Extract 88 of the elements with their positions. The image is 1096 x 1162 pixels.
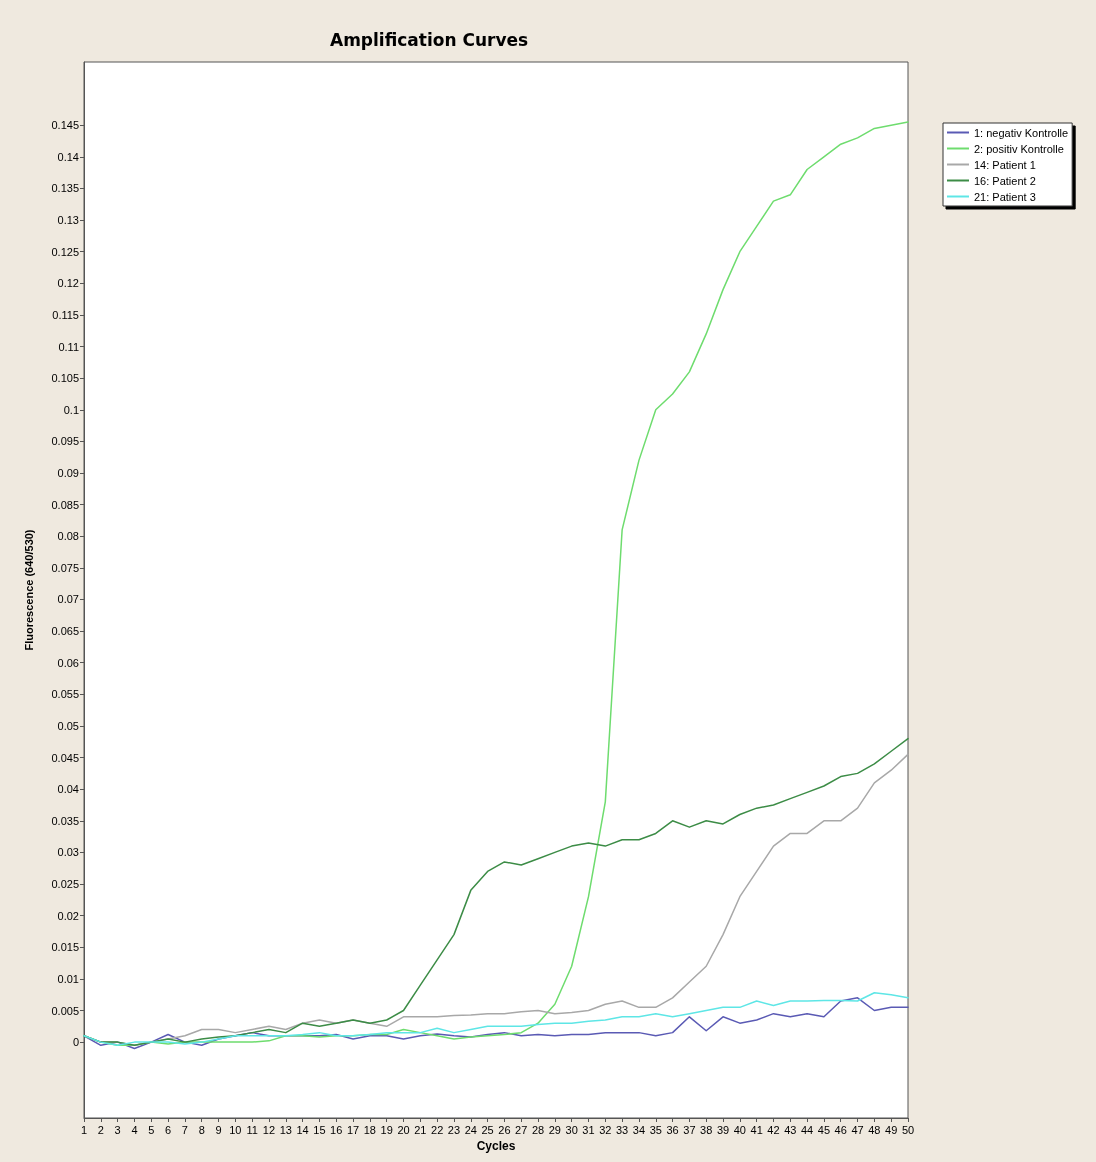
x-tick-label: 50	[901, 1123, 915, 1136]
y-tick-label: 0.075	[51, 561, 79, 574]
y-tick-label: 0.07	[57, 593, 79, 606]
y-tick-label: 0.005	[51, 1004, 79, 1017]
y-tick-label: 0.04	[57, 783, 79, 796]
y-tick-label: 0.085	[51, 498, 79, 511]
x-tick-label: 16	[330, 1123, 343, 1136]
y-tick-label: 0.08	[57, 530, 79, 543]
x-tick-label: 2	[97, 1123, 104, 1136]
y-tick-label: 0.135	[51, 182, 79, 195]
x-tick-label: 44	[800, 1123, 814, 1136]
x-tick-label: 6	[165, 1123, 172, 1136]
y-tick-label: 0.055	[51, 688, 79, 701]
x-tick-label: 18	[363, 1123, 376, 1136]
x-tick-label: 40	[733, 1123, 746, 1136]
y-tick-label: 0.1	[63, 403, 79, 416]
legend-label: 14: Patient 1	[974, 158, 1036, 171]
y-tick-label: 0	[72, 1036, 79, 1049]
x-tick-label: 24	[464, 1123, 477, 1136]
y-tick-label: 0.13	[57, 214, 79, 227]
x-tick-label: 30	[565, 1123, 578, 1136]
y-tick-label: 0.06	[57, 656, 79, 669]
x-tick-label: 5	[148, 1123, 155, 1136]
y-tick-label: 0.02	[57, 909, 79, 922]
x-tick-label: 36	[666, 1123, 679, 1136]
y-tick-label: 0.015	[51, 941, 79, 954]
x-tick-label: 32	[599, 1123, 612, 1136]
x-tick-label: 34	[632, 1123, 646, 1136]
y-tick-label: 0.095	[51, 435, 79, 448]
y-tick-label: 0.065	[51, 625, 79, 638]
y-tick-label: 0.03	[57, 846, 79, 859]
x-tick-label: 17	[346, 1123, 360, 1136]
y-tick-label: 0.035	[51, 814, 79, 827]
x-tick-label: 14	[296, 1123, 309, 1136]
x-tick-label: 48	[868, 1123, 881, 1136]
x-tick-label: 11	[246, 1123, 258, 1136]
x-tick-label: 8	[198, 1123, 205, 1136]
x-tick-label: 37	[683, 1123, 696, 1136]
x-tick-label: 35	[649, 1123, 662, 1136]
x-tick-label: 3	[114, 1123, 121, 1136]
chart-title: Amplification Curves	[330, 29, 529, 50]
y-tick-label: 0.01	[57, 972, 79, 985]
y-tick-label: 0.09	[57, 467, 79, 480]
legend-label: 21: Patient 3	[974, 190, 1036, 203]
y-tick-label: 0.045	[51, 751, 79, 764]
x-tick-label: 22	[431, 1123, 444, 1136]
x-axis-title: Cycles	[476, 1139, 516, 1153]
x-tick-label: 45	[817, 1123, 831, 1136]
legend-label: 16: Patient 2	[974, 174, 1036, 187]
x-tick-label: 10	[229, 1123, 242, 1136]
x-tick-label: 38	[700, 1123, 713, 1136]
y-tick-label: 0.125	[51, 245, 79, 258]
y-tick-label: 0.105	[51, 372, 79, 385]
x-tick-label: 43	[784, 1123, 797, 1136]
x-tick-label: 46	[834, 1123, 847, 1136]
x-tick-label: 23	[447, 1123, 461, 1136]
x-tick-label: 19	[380, 1123, 393, 1136]
legend-label: 1: negativ Kontrolle	[974, 126, 1069, 139]
x-tick-label: 12	[262, 1123, 276, 1136]
y-tick-label: 0.12	[57, 277, 79, 290]
x-tick-label: 29	[548, 1123, 561, 1136]
x-tick-label: 42	[767, 1123, 780, 1136]
y-tick-label: 0.11	[58, 340, 79, 353]
x-tick-label: 1	[80, 1123, 88, 1136]
x-tick-label: 20	[397, 1123, 410, 1136]
x-tick-label: 33	[616, 1123, 629, 1136]
x-tick-label: 39	[716, 1123, 730, 1136]
y-tick-label: 0.05	[57, 719, 79, 732]
x-tick-label: 31	[582, 1123, 595, 1136]
x-tick-label: 13	[279, 1123, 292, 1136]
x-tick-label: 15	[313, 1123, 326, 1136]
y-tick-label: 0.115	[52, 308, 79, 321]
legend-label: 2: positiv Kontrolle	[974, 142, 1064, 155]
x-tick-label: 28	[531, 1123, 545, 1136]
x-tick-label: 47	[851, 1123, 864, 1136]
y-tick-label: 0.145	[51, 119, 79, 132]
x-tick-label: 4	[131, 1123, 138, 1136]
y-tick-label: 0.025	[51, 878, 79, 891]
x-tick-label: 7	[181, 1123, 188, 1136]
x-tick-label: 25	[481, 1123, 494, 1136]
x-tick-label: 9	[215, 1123, 222, 1136]
x-tick-label: 49	[885, 1123, 898, 1136]
x-tick-label: 21	[414, 1123, 427, 1136]
x-tick-label: 41	[750, 1123, 763, 1136]
y-axis-title: Fluorescence (640/530)	[22, 529, 35, 651]
x-tick-label: 26	[498, 1123, 511, 1136]
x-tick-label: 27	[515, 1123, 528, 1136]
y-tick-label: 0.14	[57, 150, 79, 163]
